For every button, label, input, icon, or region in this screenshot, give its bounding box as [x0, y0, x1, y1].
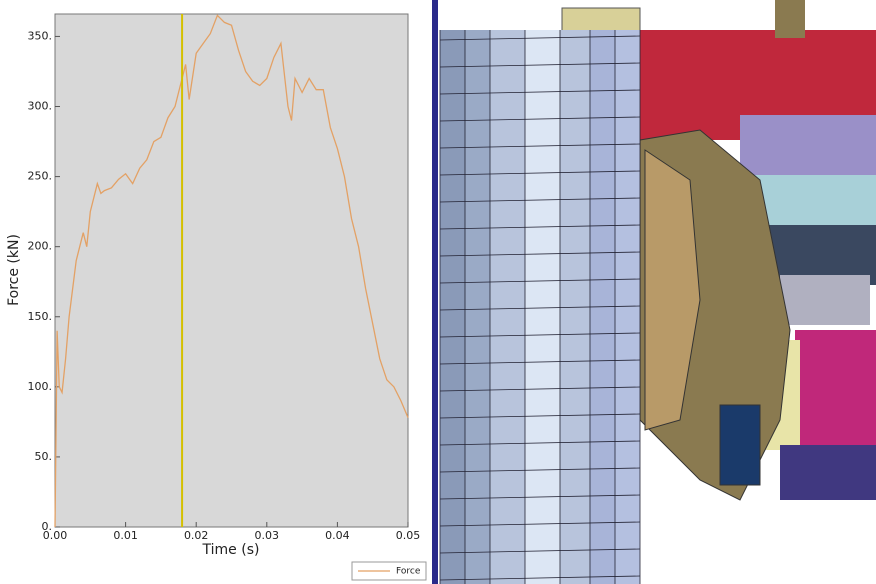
x-tick-label: 0.03: [255, 529, 280, 542]
mesh-line: [439, 170, 641, 176]
mesh-line: [439, 359, 641, 365]
mesh-line: [439, 116, 641, 122]
y-tick-label: 150.: [28, 310, 53, 323]
mesh-line: [439, 413, 641, 419]
y-tick-label: 0.: [42, 520, 53, 533]
x-tick-label: 0.04: [325, 529, 350, 542]
x-axis-label: Time (s): [202, 542, 260, 558]
y-tick-label: 50.: [35, 450, 53, 463]
mesh-line: [439, 521, 641, 527]
y-tick-label: 250.: [28, 170, 53, 183]
x-tick-label: 0.05: [396, 529, 421, 542]
y-axis-label: Force (kN): [6, 234, 22, 306]
y-tick-label: 300.: [28, 100, 53, 113]
mesh-line: [439, 251, 641, 257]
mesh-line: [439, 548, 641, 554]
x-tick-label: 0.00: [43, 529, 68, 542]
mesh-line: [439, 332, 641, 338]
mesh-line: [439, 440, 641, 446]
mesh-line: [439, 62, 641, 68]
y-tick-label: 350.: [28, 29, 53, 42]
mesh-line: [439, 224, 641, 230]
legend-label: Force: [396, 567, 421, 577]
mesh-line: [439, 305, 641, 311]
mesh-line: [439, 386, 641, 392]
mesh-line: [439, 143, 641, 149]
legend: Force: [351, 561, 427, 581]
plot-area: [54, 13, 409, 528]
mesh-line: [439, 575, 641, 581]
mesh-line: [439, 494, 641, 500]
mesh-line: [439, 197, 641, 203]
mesh-line: [439, 467, 641, 473]
x-tick-label: 0.02: [184, 529, 209, 542]
y-tick-label: 100.: [28, 380, 53, 393]
mesh-line: [439, 35, 641, 41]
simulation-image: [432, 0, 876, 584]
y-tick-label: 200.: [28, 240, 53, 253]
mesh-line: [439, 278, 641, 284]
x-tick-label: 0.01: [113, 529, 138, 542]
mesh-line: [439, 89, 641, 95]
force-line: [54, 14, 409, 528]
